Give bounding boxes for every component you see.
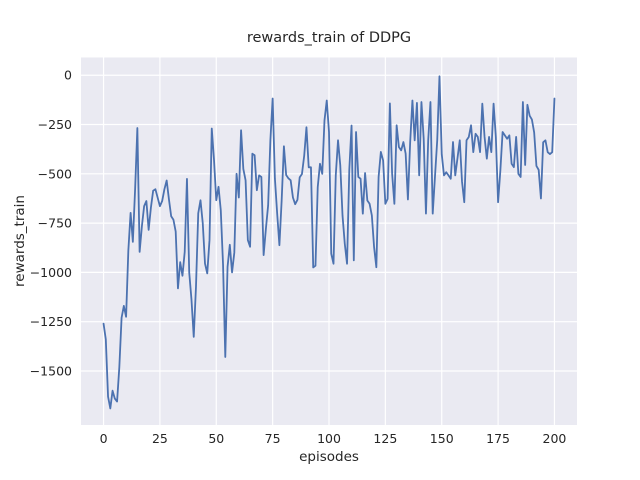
x-tick-label: 100 [317, 431, 341, 446]
x-tick-label: 25 [152, 431, 168, 446]
x-tick-label: 50 [208, 431, 224, 446]
y-axis-label: rewards_train [12, 195, 28, 287]
rewards-train-line [102, 75, 556, 410]
x-tick-label: 150 [430, 431, 454, 446]
y-tick-label: −500 [38, 166, 72, 181]
y-tick-label: −1250 [30, 314, 72, 329]
x-tick-label: 125 [373, 431, 397, 446]
y-tick-label: −750 [38, 216, 72, 231]
y-tick-label: 0 [64, 68, 72, 83]
x-tick-label: 200 [543, 431, 567, 446]
x-tick-label: 175 [486, 431, 510, 446]
x-axis-label: episodes [299, 449, 359, 465]
y-tick-label: −250 [38, 117, 72, 132]
chart-title: rewards_train of DDPG [246, 30, 412, 46]
x-tick-label: 75 [265, 431, 281, 446]
x-tick-label: 0 [100, 431, 108, 446]
y-tick-label: −1000 [30, 265, 72, 280]
y-tick-label: −1500 [30, 363, 72, 378]
